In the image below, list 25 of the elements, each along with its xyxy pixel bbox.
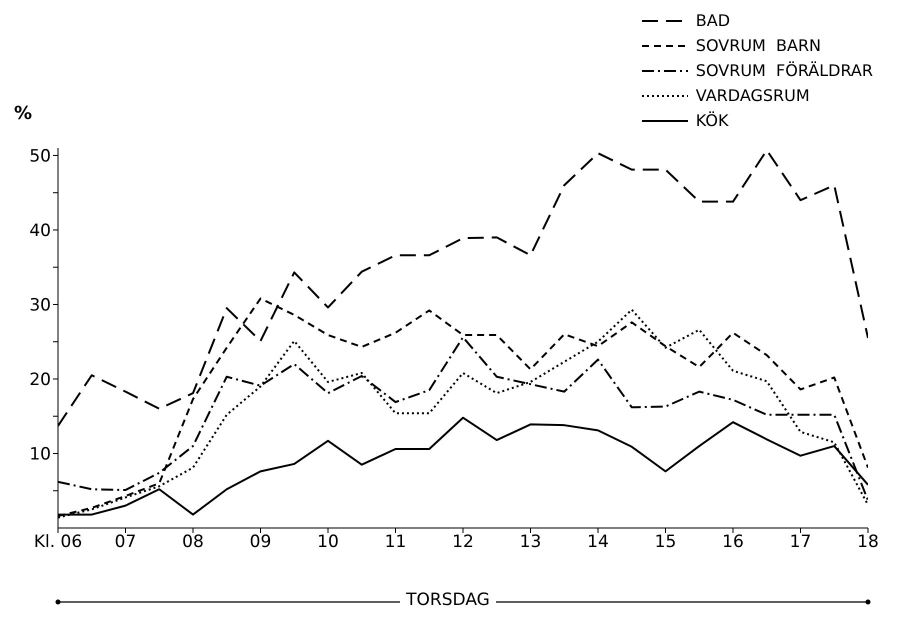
y-axis-title: % — [14, 103, 32, 124]
y-tick-label: 10 — [29, 444, 51, 465]
x-tick-label: Kl. 06 — [34, 532, 82, 552]
x-tick-label: 14 — [587, 532, 609, 552]
y-tick-label: 20 — [29, 370, 51, 390]
x-tick-label: 15 — [654, 532, 676, 552]
x-tick-label: 07 — [114, 532, 136, 552]
legend-label: SOVRUM BARN — [696, 35, 822, 57]
y-tick-label: 50 — [29, 146, 51, 166]
x-tick-label: 11 — [384, 532, 406, 552]
x-tick-label: 10 — [317, 532, 339, 552]
x-tick-label: 13 — [520, 532, 542, 552]
x-tick-label: 17 — [790, 532, 812, 552]
x-axis-title: TORSDAG — [400, 590, 496, 610]
x-tick-label: 09 — [250, 532, 272, 552]
legend-label: VARDAGSRUM — [696, 85, 810, 107]
legend-label: SOVRUM FÖRÄLDRAR — [696, 60, 873, 82]
x-tick-label: 18 — [857, 532, 879, 552]
x-tick-label: 12 — [452, 532, 474, 552]
y-tick-label: 40 — [29, 220, 51, 241]
y-tick-label: 30 — [29, 296, 51, 316]
x-tick-label: 08 — [182, 532, 204, 552]
legend-label: KÖK — [696, 110, 728, 132]
legend-label: BAD — [696, 10, 730, 32]
x-tick-label: 16 — [722, 532, 744, 552]
